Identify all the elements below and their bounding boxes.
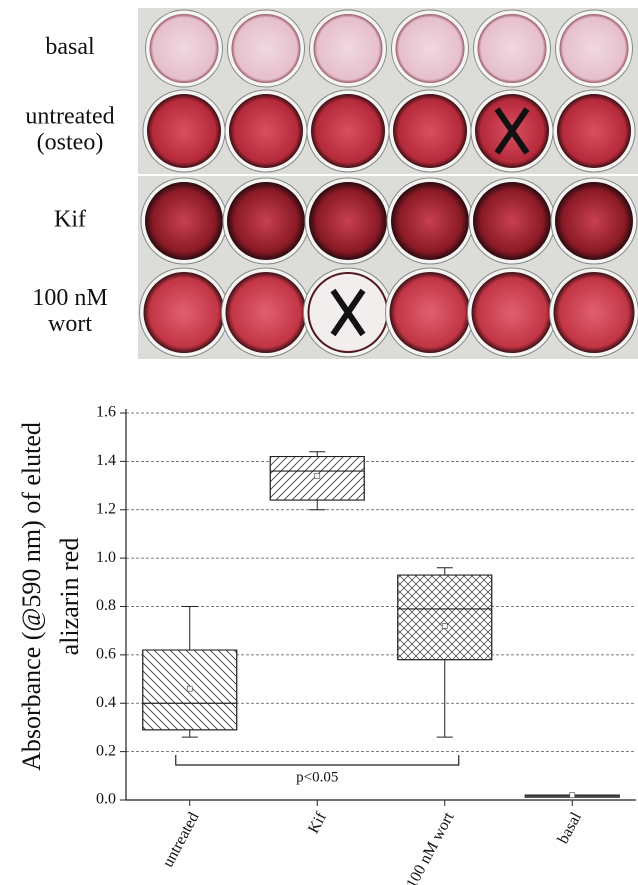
well [145, 182, 223, 260]
well [557, 94, 631, 168]
y-axis-label: alizarin red [55, 538, 84, 656]
box-plot: 0.0 0.2 0.4 0.6 0.8 1.0 1.2 1.4 1.6 untreated Kif 1… [17, 404, 636, 885]
y-tick-label: 0.8 [96, 597, 116, 614]
y-tick-label: 1.2 [96, 500, 116, 517]
well [555, 182, 633, 260]
row-label: wort [48, 311, 92, 337]
y-tick-label: 0.4 [96, 694, 116, 711]
y-tick-label: 0.0 [96, 791, 116, 808]
well [229, 94, 303, 168]
well [471, 272, 553, 353]
row-label: basal [45, 34, 95, 60]
well [391, 182, 469, 260]
y-tick-label: 1.4 [96, 452, 116, 469]
excluded-mark [494, 107, 530, 155]
mean [314, 473, 321, 479]
y-tick-label: 1.0 [96, 549, 116, 566]
x-tick-label: untreated [160, 810, 203, 871]
well [313, 14, 383, 83]
well [393, 94, 467, 168]
mean [186, 685, 193, 692]
well [225, 272, 307, 353]
y-axis-label: Absorbance (@590 nm) of eluted [17, 422, 46, 771]
well [149, 14, 219, 83]
well [559, 14, 629, 83]
annotation: p<0.05 [296, 769, 338, 785]
box-hatch [269, 456, 365, 501]
well [395, 14, 465, 83]
well [473, 182, 551, 260]
well [143, 272, 225, 353]
well [311, 94, 385, 168]
mean [569, 792, 576, 799]
well [231, 14, 301, 83]
significance-bracket [175, 755, 460, 766]
well [227, 182, 305, 260]
x-tick-label: basal [555, 809, 586, 846]
well [553, 272, 635, 353]
well [309, 182, 387, 260]
well [389, 272, 471, 353]
y-tick-label: 0.2 [96, 742, 116, 759]
y-tick-label: 0.6 [96, 646, 116, 663]
excluded-mark [330, 288, 366, 337]
y-tick-label: 1.6 [96, 404, 116, 421]
x-tick-label: Kif [305, 809, 330, 836]
mean [441, 622, 448, 629]
x-tick-label: 100 nM wort [403, 809, 457, 885]
row-label: 100 nM [32, 285, 107, 311]
row-label: Kif [54, 207, 86, 233]
row-label: untreated [25, 104, 114, 130]
well [477, 14, 547, 83]
row-label: (osteo) [37, 130, 104, 156]
box-hatch [397, 574, 493, 661]
well [147, 94, 221, 168]
